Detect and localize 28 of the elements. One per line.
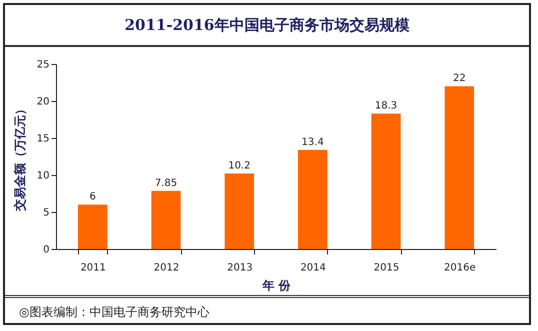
data-label: 13.4 — [302, 136, 324, 148]
x-tick-label: 2013 — [227, 262, 253, 274]
bar — [78, 204, 108, 249]
bar — [298, 150, 328, 249]
y-tick-label: 15 — [36, 134, 50, 144]
data-label: 6 — [89, 192, 96, 203]
x-tick-label: 2016e — [444, 262, 476, 274]
bar — [371, 114, 401, 249]
data-label: 10.2 — [228, 160, 250, 172]
x-tick-label: 2015 — [374, 262, 400, 274]
bar — [444, 86, 474, 249]
chart-title: 2011-2016年中国电子商务市场交易规模 — [5, 5, 529, 47]
data-label: 22 — [452, 73, 466, 84]
x-axis-title: 年 份 — [261, 278, 292, 292]
data-label: 7.85 — [154, 178, 178, 189]
bar — [151, 190, 181, 249]
bar — [224, 174, 254, 249]
data-label: 18.3 — [374, 100, 398, 112]
x-tick-label: 2011 — [80, 262, 106, 274]
x-tick-label: 2014 — [300, 262, 326, 274]
x-tick-label: 2012 — [154, 262, 180, 274]
y-tick-label: 0 — [43, 244, 50, 256]
y-tick-label: 25 — [36, 60, 50, 70]
y-tick-label: 5 — [43, 208, 50, 218]
y-tick-label: 20 — [36, 96, 50, 108]
y-tick-label: 10 — [36, 170, 50, 182]
text: ◎图表编制：中国电子商务研究中心 — [5, 295, 529, 327]
y-axis-title: 交易金额（万亿元） — [12, 103, 27, 212]
